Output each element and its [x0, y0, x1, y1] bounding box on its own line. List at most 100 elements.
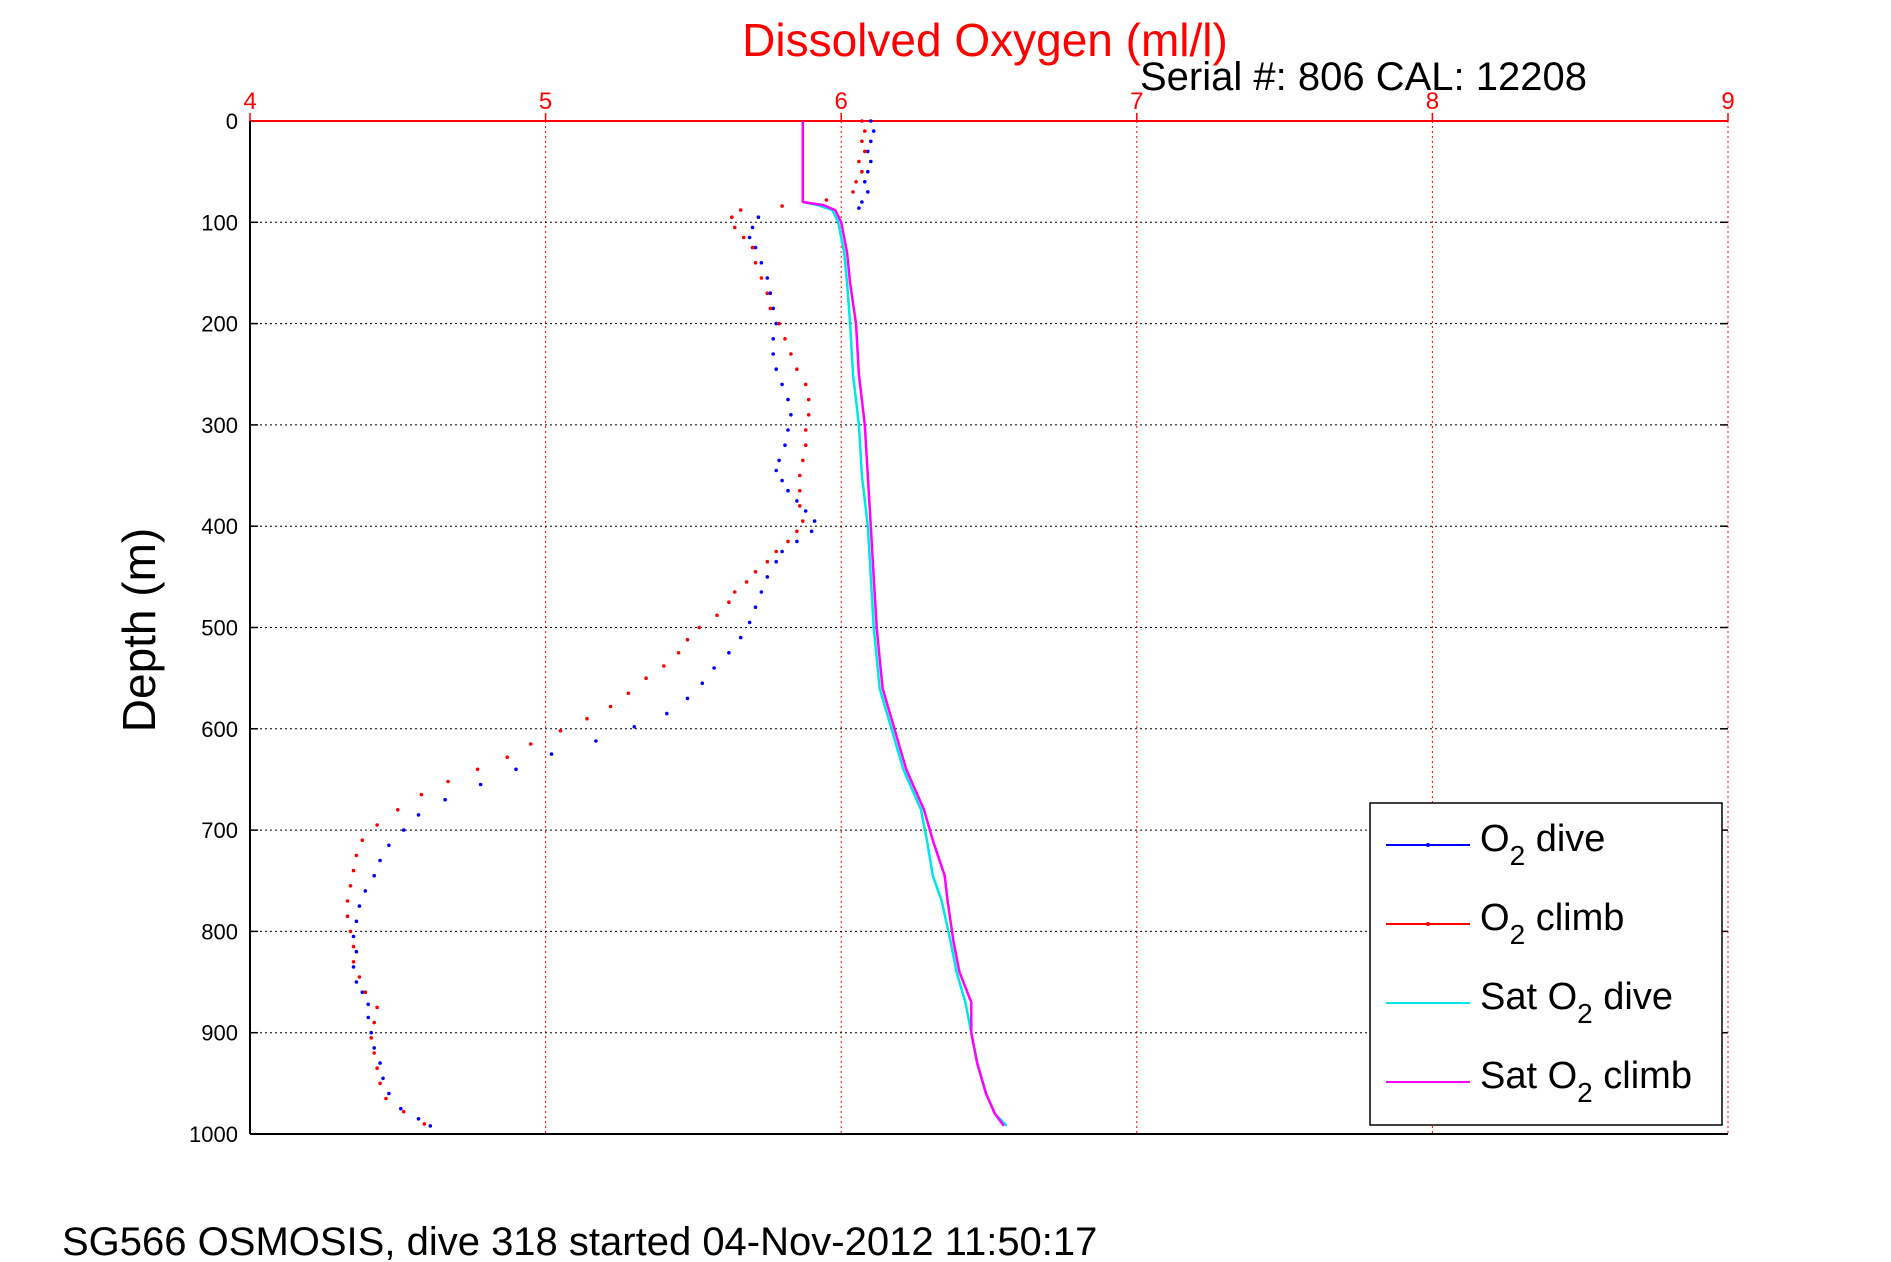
y-tick-label: 1000 — [189, 1122, 238, 1147]
data-point — [786, 488, 790, 493]
data-point — [396, 808, 400, 812]
data-point — [812, 519, 817, 523]
data-point — [372, 1020, 377, 1025]
chart-title: Dissolved Oxygen (ml/l) — [742, 14, 1228, 66]
data-point — [753, 570, 758, 574]
data-point — [378, 858, 382, 863]
data-point — [851, 190, 855, 194]
y-tick-label: 300 — [201, 413, 238, 438]
legend-label-rest: climb — [1525, 897, 1624, 939]
data-point — [399, 1106, 403, 1111]
data-point — [863, 129, 867, 133]
data-point — [594, 739, 598, 743]
legend-item: O2 climb — [1386, 897, 1624, 950]
y-tick-label: 200 — [201, 312, 238, 337]
legend-label: Sat O2 dive — [1480, 976, 1673, 1029]
data-point — [733, 590, 737, 594]
data-point — [387, 843, 391, 848]
data-point — [558, 729, 563, 733]
data-point — [475, 767, 480, 772]
data-point — [795, 499, 799, 503]
data-point — [866, 169, 870, 174]
data-point — [798, 473, 802, 478]
data-point — [786, 539, 790, 544]
series-2 — [801, 121, 1008, 1127]
data-point — [771, 306, 775, 311]
data-point — [416, 813, 421, 817]
chart-caption: SG566 OSMOSIS, dive 318 started 04-Nov-2… — [62, 1220, 1097, 1262]
data-point — [357, 975, 362, 979]
data-point — [753, 261, 758, 265]
data-point — [375, 823, 379, 827]
data-point — [727, 651, 731, 655]
legend-item: Sat O2 climb — [1386, 1055, 1692, 1108]
y-tick-label: 500 — [201, 616, 238, 641]
data-point — [369, 1030, 374, 1035]
data-point — [744, 580, 749, 584]
data-point — [685, 696, 690, 701]
legend-label-subscript: 2 — [1577, 998, 1593, 1029]
data-point — [608, 704, 613, 709]
data-point — [730, 215, 734, 219]
data-point — [505, 755, 510, 759]
data-point — [795, 529, 799, 534]
data-point — [443, 797, 447, 802]
data-point — [869, 119, 873, 123]
legend-label-subscript: 2 — [1510, 919, 1526, 950]
legend-label: O2 dive — [1480, 818, 1605, 871]
data-point — [372, 873, 377, 878]
data-point — [712, 666, 716, 670]
legend-item: Sat O2 dive — [1386, 976, 1673, 1029]
data-point — [381, 1076, 385, 1081]
data-point — [803, 382, 808, 387]
data-point — [585, 716, 589, 721]
data-point — [384, 1096, 388, 1101]
data-point — [733, 225, 737, 230]
data-point — [783, 337, 787, 341]
data-point — [348, 884, 353, 888]
data-point — [798, 504, 802, 508]
data-point — [759, 590, 764, 594]
legend-label-main: O — [1480, 897, 1510, 939]
data-point — [727, 600, 731, 604]
data-point — [863, 149, 867, 154]
data-point — [529, 742, 533, 746]
data-point — [777, 321, 781, 326]
data-point — [765, 276, 770, 280]
data-point — [803, 509, 808, 513]
data-point — [738, 208, 743, 212]
y-tick-label: 700 — [201, 818, 238, 843]
data-point — [753, 245, 758, 250]
y-tick-label: 0 — [226, 109, 238, 134]
data-point — [860, 139, 864, 144]
data-point — [860, 169, 864, 174]
data-point — [662, 664, 666, 668]
data-point — [869, 139, 873, 144]
data-point — [750, 245, 755, 250]
data-point — [857, 206, 861, 210]
data-point — [363, 990, 368, 994]
data-point — [357, 904, 362, 908]
data-point — [685, 637, 690, 642]
data-point — [644, 676, 648, 680]
data-point — [378, 1061, 382, 1065]
data-point — [771, 337, 775, 341]
data-point — [866, 190, 870, 194]
data-point — [372, 1051, 377, 1055]
data-point — [780, 382, 784, 387]
x-tick-label: 4 — [243, 88, 256, 115]
plot-area: 4 5 6 7 8 9 0 100 200 300 400 500 600 700 800 900 1000 — [189, 88, 1735, 1147]
legend-label-main: Sat O — [1480, 976, 1577, 1018]
x-tick-label: 5 — [539, 88, 552, 115]
data-point — [801, 519, 805, 523]
data-point — [783, 443, 787, 448]
data-point — [387, 1091, 391, 1096]
series-3 — [801, 121, 1005, 1127]
series-1 — [345, 119, 867, 1126]
data-point — [860, 200, 864, 204]
data-point — [809, 529, 814, 534]
legend-label: Sat O2 climb — [1480, 1055, 1692, 1108]
data-point — [626, 691, 631, 696]
data-point — [351, 960, 356, 964]
